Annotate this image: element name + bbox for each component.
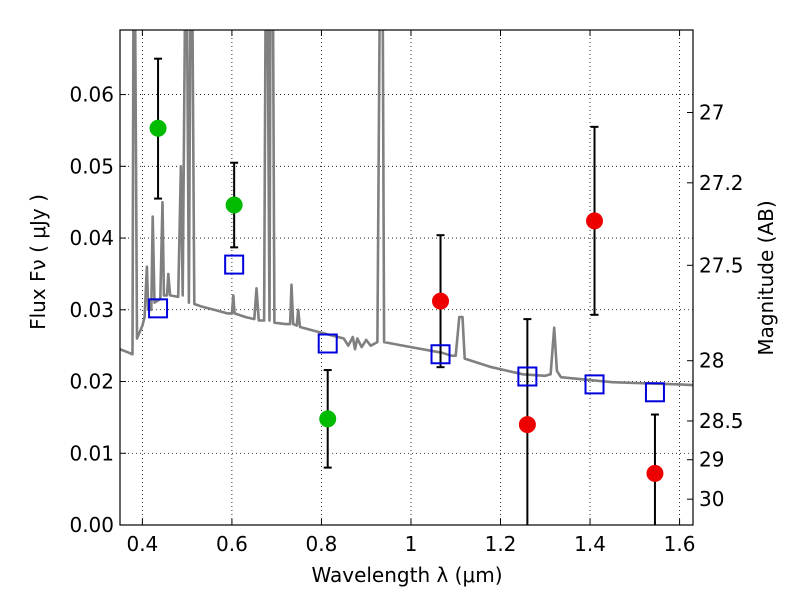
x-tick-label: 0.6 — [216, 532, 248, 556]
model-square — [584, 374, 605, 395]
x-tick-label: 0.4 — [126, 532, 158, 556]
data-point — [432, 292, 450, 310]
mag-tick-label: 30 — [699, 487, 724, 511]
data-point — [586, 212, 604, 230]
marker-layer — [148, 119, 665, 482]
y-tick-label: 0.06 — [69, 83, 114, 107]
y-tick-label: 0.03 — [69, 298, 114, 322]
spectrum-layer — [120, 30, 693, 387]
y-tick-label: 0.04 — [69, 226, 114, 250]
x-tick-label: 1.4 — [574, 532, 606, 556]
errorbar-layer — [154, 57, 659, 525]
data-point — [646, 464, 664, 482]
y-tick-label: 0.05 — [69, 154, 114, 178]
data-point — [518, 416, 536, 434]
y-tick-label: 0.02 — [69, 370, 114, 394]
mag-tick-label: 28.5 — [699, 409, 744, 433]
x-tick-label: 1.6 — [664, 532, 696, 556]
x-tick-label: 0.8 — [306, 532, 338, 556]
mag-tick-label: 29 — [699, 448, 724, 472]
right-axis-label: Magnitude (AB) — [754, 200, 778, 355]
model-square — [148, 298, 169, 319]
plot-frame — [119, 29, 694, 526]
mag-tick-label: 27 — [699, 101, 724, 125]
data-point — [319, 410, 337, 428]
tick-layer: 0.4 0.6 0.8 1 1.2 1.4 1.6 0.00 0.01 0.02 0.03 0.04 0… — [69, 30, 744, 556]
y-axis-label: Flux Fν ( μJy ) — [26, 194, 50, 330]
model-square — [224, 254, 245, 275]
x-axis-label: Wavelength λ (μm) — [311, 563, 502, 587]
y-tick-label: 0.01 — [69, 441, 114, 465]
model-square — [430, 344, 451, 365]
model-square — [644, 382, 665, 403]
model-square — [517, 366, 538, 387]
model-square — [317, 333, 338, 354]
spectrum-line — [120, 30, 693, 387]
data-point — [149, 119, 167, 137]
data-point — [225, 196, 243, 214]
mag-tick-label: 27.5 — [699, 253, 744, 277]
gridlines — [120, 30, 693, 526]
mag-tick-label: 27.2 — [699, 171, 744, 195]
mag-tick-label: 28 — [699, 349, 724, 373]
x-tick-label: 1 — [405, 532, 418, 556]
y-tick-label: 0.00 — [69, 513, 114, 537]
x-tick-label: 1.2 — [485, 532, 517, 556]
